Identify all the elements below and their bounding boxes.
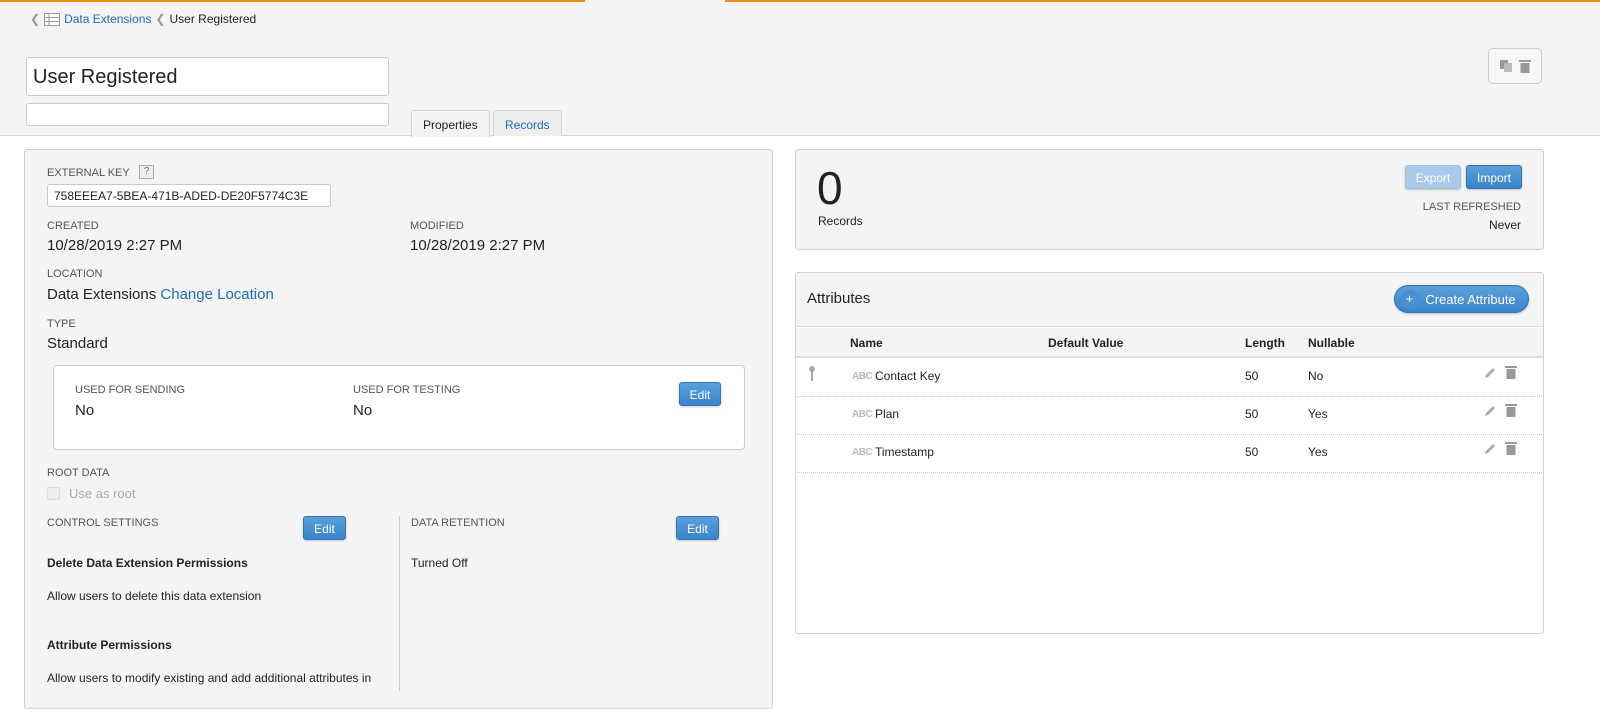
attribute-permissions-text: Allow users to modify existing and add a… [47, 671, 372, 685]
created-value: 10/28/2019 2:27 PM [47, 237, 183, 254]
breadcrumb: ❮ Data Extensions ❮ User Registered [30, 12, 256, 26]
table-row[interactable] [797, 359, 1542, 397]
text-type-icon: ABC [852, 371, 873, 382]
column-name: Name [850, 336, 883, 350]
tab-properties[interactable]: Properties [411, 110, 490, 137]
created-label: CREATED [47, 220, 99, 232]
delete-permissions-text: Allow users to delete this data extensio… [47, 589, 262, 603]
trash-icon[interactable] [1505, 441, 1517, 455]
trash-icon[interactable] [1519, 59, 1531, 73]
sending-value: No [75, 402, 95, 419]
records-count: 0 [817, 162, 843, 214]
attribute-name: Contact Key [875, 369, 941, 383]
location-label: LOCATION [47, 268, 103, 280]
attribute-nullable: No [1308, 369, 1324, 383]
external-key-label: EXTERNAL KEY [47, 167, 130, 179]
control-settings-label: CONTROL SETTINGS [47, 517, 159, 529]
column-nullable: Nullable [1308, 336, 1355, 350]
trash-icon[interactable] [1505, 365, 1517, 379]
chevron-left-icon: ❮ [155, 12, 166, 26]
retention-edit-button[interactable]: Edit [676, 516, 719, 540]
use-as-root-label: Use as root [69, 486, 136, 501]
attribute-length: 50 [1245, 369, 1259, 383]
location-value: Data Extensions [47, 286, 157, 303]
pencil-icon[interactable] [1483, 366, 1497, 380]
location: Data Extensions Change Location [47, 286, 274, 303]
chevron-left-icon: ❮ [30, 12, 41, 26]
create-attribute-label: Create Attribute [1425, 292, 1516, 307]
tab-records[interactable]: Records [493, 110, 562, 136]
attribute-name: Timestamp [875, 445, 934, 459]
trash-icon[interactable] [1505, 403, 1517, 417]
testing-label: USED FOR TESTING [353, 384, 461, 396]
help-icon[interactable]: ? [139, 165, 154, 179]
column-length: Length [1245, 336, 1285, 350]
type-label: TYPE [47, 318, 76, 330]
delete-permissions-title: Delete Data Extension Permissions [47, 556, 248, 570]
table-icon [44, 12, 61, 26]
attributes-title: Attributes [807, 290, 871, 307]
attribute-nullable: Yes [1308, 407, 1328, 421]
type-value: Standard [47, 335, 108, 352]
control-edit-button[interactable]: Edit [303, 516, 346, 540]
records-label: Records [818, 214, 863, 228]
key-icon [809, 366, 815, 381]
pencil-icon[interactable] [1483, 404, 1497, 418]
header-actions [1488, 48, 1542, 84]
copy-icon[interactable] [1499, 59, 1513, 73]
top-accent-gap [585, 0, 725, 2]
last-refreshed-label: LAST REFRESHED [1422, 201, 1521, 213]
breadcrumb-data-extensions[interactable]: Data Extensions [64, 12, 152, 26]
sending-box [53, 365, 745, 450]
breadcrumb-current: User Registered [169, 12, 257, 26]
text-type-icon: ABC [852, 409, 873, 420]
retention-value: Turned Off [411, 556, 468, 570]
text-type-icon: ABC [852, 447, 873, 458]
attribute-nullable: Yes [1308, 445, 1328, 459]
testing-value: No [353, 402, 373, 419]
plus-icon: + [1400, 290, 1419, 309]
sending-edit-button[interactable]: Edit [679, 382, 721, 406]
table-header [796, 328, 1543, 358]
top-accent-bar [0, 0, 1600, 2]
pencil-icon[interactable] [1483, 442, 1497, 456]
column-default-value: Default Value [1048, 336, 1124, 350]
attribute-name: Plan [875, 407, 900, 421]
table-row[interactable] [797, 435, 1542, 473]
modified-value: 10/28/2019 2:27 PM [410, 237, 546, 254]
divider [399, 516, 400, 691]
root-data-label: ROOT DATA [47, 467, 110, 479]
sending-label: USED FOR SENDING [75, 384, 186, 396]
description-input[interactable] [26, 103, 389, 126]
attribute-length: 50 [1245, 445, 1259, 459]
export-button[interactable]: Export [1405, 165, 1461, 189]
create-attribute-button[interactable]: + Create Attribute [1394, 285, 1529, 313]
attribute-permissions-title: Attribute Permissions [47, 638, 172, 652]
data-retention-label: DATA RETENTION [411, 517, 505, 529]
use-as-root-checkbox[interactable] [47, 487, 60, 500]
external-key-input[interactable]: 758EEEA7-5BEA-471B-ADED-DE20F5774C3E [47, 184, 331, 207]
table-row[interactable] [797, 397, 1542, 435]
modified-label: MODIFIED [410, 220, 464, 232]
import-button[interactable]: Import [1466, 165, 1522, 189]
last-refreshed-value: Never [1488, 218, 1521, 232]
name-input[interactable]: User Registered [26, 57, 389, 96]
attribute-length: 50 [1245, 407, 1259, 421]
change-location-link[interactable]: Change Location [160, 286, 274, 303]
